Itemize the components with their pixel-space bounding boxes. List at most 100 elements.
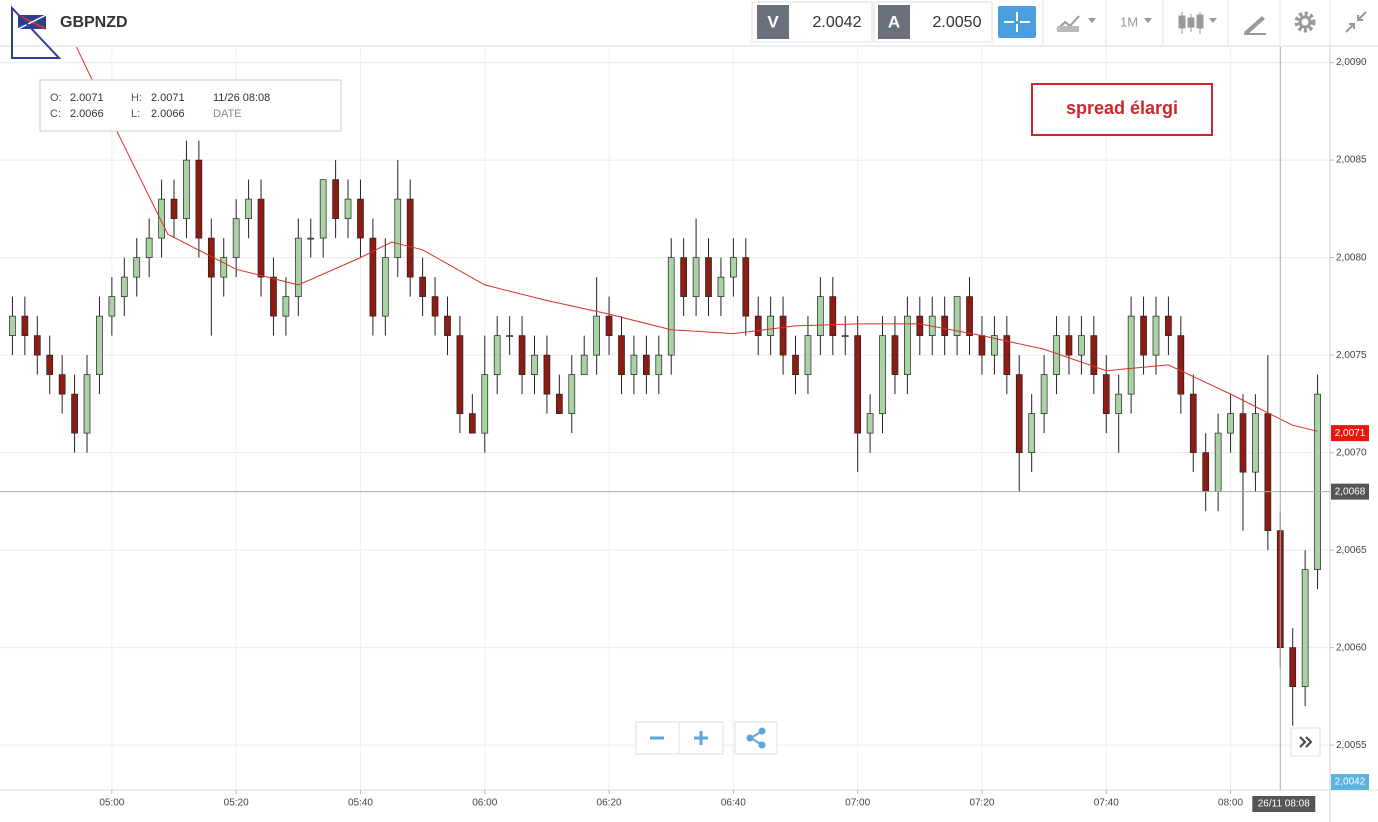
drawing-triangle — [11, 5, 62, 59]
crosshair-button[interactable] — [998, 6, 1036, 38]
settings-button[interactable] — [1294, 11, 1316, 33]
info-label: DATE — [213, 108, 242, 120]
candle-body — [220, 257, 228, 278]
candle-body — [1202, 452, 1210, 492]
candle-body — [1053, 335, 1060, 375]
candle-body — [978, 335, 986, 356]
candle-body — [381, 257, 389, 317]
scroll-end-button[interactable] — [1290, 727, 1321, 757]
y-tick-label: 2,0080 — [1336, 252, 1367, 263]
candle-body — [966, 296, 973, 336]
x-tick-label: 05:20 — [224, 798, 249, 809]
info-label: L: — [131, 108, 140, 120]
candle-body — [593, 315, 600, 356]
timeframe-button[interactable]: 1M — [1120, 14, 1152, 29]
candle-body — [1028, 413, 1036, 453]
candle-body — [145, 237, 153, 258]
candle-body — [667, 257, 675, 356]
zoom-in-button[interactable] — [678, 721, 724, 755]
candle-body — [83, 374, 91, 434]
candle-body — [841, 335, 849, 337]
y-tick-label: 2,0090 — [1336, 57, 1367, 68]
candle-body — [58, 374, 66, 395]
candle-body — [1090, 335, 1098, 375]
candle-body — [1214, 432, 1222, 492]
ask-badge — [878, 5, 910, 39]
collapse-button[interactable] — [1345, 11, 1367, 33]
candle-body — [1252, 413, 1259, 473]
candle-body — [120, 276, 128, 297]
candle-body — [332, 179, 339, 219]
candle-body — [257, 198, 265, 278]
candle-body — [717, 276, 725, 297]
candle-body — [854, 335, 862, 434]
candle-body — [444, 315, 451, 336]
info-value: 2.0071 — [151, 92, 185, 104]
symbol: GBPNZD — [60, 14, 128, 31]
ask-label: A — [888, 12, 900, 31]
candle-body — [680, 257, 687, 297]
candle-body — [344, 198, 352, 219]
header — [0, 0, 1378, 46]
candle-body — [71, 393, 78, 434]
chart-type-button[interactable] — [1056, 15, 1096, 32]
candle-body — [692, 257, 700, 297]
candle-body — [829, 296, 837, 336]
x-tick-label: 07:20 — [969, 798, 994, 809]
candle-body — [232, 218, 240, 258]
candle-body — [891, 335, 899, 375]
candle-body — [245, 198, 252, 219]
candle-body — [1078, 335, 1085, 356]
info-box — [39, 79, 342, 132]
candle-body — [605, 315, 613, 336]
candle-body — [568, 374, 576, 414]
price-tag — [1331, 774, 1369, 790]
candle-body — [866, 413, 874, 434]
overlay: 26/11 08:08 2,0068 2,0071 2,0042 — [0, 47, 1369, 812]
candle-body — [767, 315, 775, 336]
candle-body — [705, 257, 712, 297]
candle-body — [953, 296, 961, 336]
candle-body — [630, 354, 638, 375]
y-tick-label: 2,0070 — [1336, 447, 1367, 458]
zoom-out-button[interactable] — [635, 721, 680, 755]
timeframe: 1M — [1120, 14, 1138, 29]
candle-body — [506, 335, 513, 337]
candle-body — [294, 237, 302, 297]
x-tick-label: 06:20 — [597, 798, 622, 809]
candle-body — [1227, 413, 1234, 434]
candle-body — [655, 354, 663, 375]
candle-body — [307, 237, 315, 240]
info-label: O: — [50, 92, 62, 104]
candle-body — [1065, 335, 1073, 356]
candle-body — [96, 315, 103, 375]
candle-body — [1189, 393, 1197, 453]
candle-body — [357, 198, 364, 239]
candle-body — [270, 276, 277, 317]
candle-style-button[interactable] — [1178, 12, 1217, 34]
candle-body — [1102, 374, 1110, 414]
candle-body — [319, 179, 327, 239]
bid-badge — [757, 5, 789, 39]
candle-body — [183, 159, 190, 219]
candle-body — [108, 296, 116, 317]
x-tick-label: 07:00 — [845, 798, 870, 809]
crosshair-x-label: 26/11 08:08 — [1258, 799, 1311, 810]
x-tick-label: 07:40 — [1094, 798, 1119, 809]
info-value: 2.0066 — [151, 108, 185, 120]
share-button[interactable] — [734, 721, 778, 755]
candle-body — [1289, 647, 1297, 687]
y-tick-label: 2,0060 — [1336, 642, 1367, 653]
candle-body — [543, 354, 551, 395]
x-tick-label: 08:00 — [1218, 798, 1243, 809]
y-tick-label: 2,0055 — [1336, 740, 1367, 751]
candle-body — [555, 393, 563, 414]
info-label: H: — [131, 92, 142, 104]
candle-body — [730, 257, 737, 278]
info-value: 2.0071 — [70, 92, 104, 104]
annotation: spread élargi — [1066, 98, 1178, 118]
crosshair-x-tag — [1252, 796, 1316, 812]
draw-button[interactable] — [1244, 16, 1266, 35]
candle-body — [9, 315, 16, 336]
